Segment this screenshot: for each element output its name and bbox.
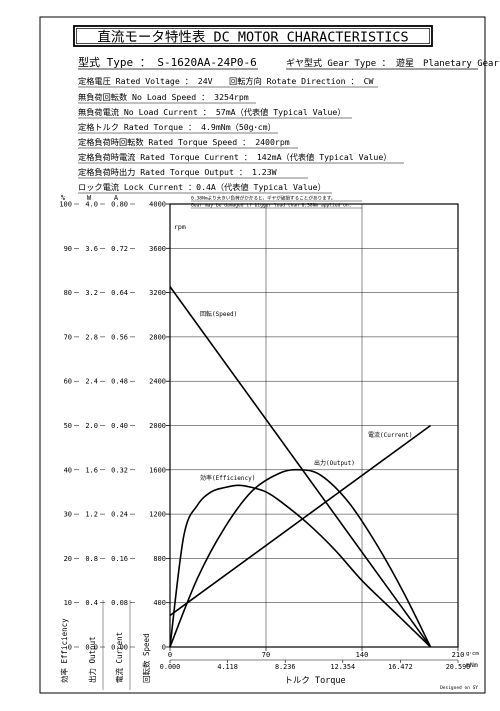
x-tick-label-mnm: 16.472	[388, 663, 413, 671]
spec-rated-torque-speed: 定格負荷時回転数 Rated Torque Speed ： 2400rpm	[78, 137, 290, 147]
current-tick-label: 0.72	[111, 245, 128, 253]
efficiency-tick-label: 20	[64, 555, 72, 563]
speed-tick-label: 1600	[149, 466, 166, 474]
speed-curve	[169, 286, 432, 648]
speed-curve-label: 回転(Speed)	[200, 310, 237, 318]
model-label: 型式 Type ： S-1620AA-24P0-6	[78, 55, 257, 69]
gear-type: ギヤ型式 Gear Type ： 遊星 Planetary Gear	[286, 57, 499, 69]
current-tick-label: 0.64	[111, 289, 128, 297]
title-box	[73, 25, 433, 47]
output-tick-label: 4.0	[85, 201, 98, 209]
x-tick-label-gcm: 140	[356, 651, 369, 659]
spec-rated-torque: 定格トルク Rated Torque ： 4.9mNm（50g･cm）	[78, 122, 276, 132]
current-curve	[169, 424, 432, 617]
output-tick-label: 3.6	[85, 245, 98, 253]
speed-tick-label: 400	[153, 599, 166, 607]
x-tick-label-mnm: 8.236	[275, 663, 295, 671]
x-tick-label-gcm: 70	[262, 651, 270, 659]
speed-tick-label: 800	[153, 555, 166, 563]
x-tick-label-mnm: 12.354	[331, 663, 356, 671]
efficiency-tick-label: 50	[64, 422, 72, 430]
output-curve-label: 出力(Output)	[314, 459, 355, 467]
speed-tick-label: 3200	[149, 289, 166, 297]
output-tick-label: 1.6	[85, 466, 98, 474]
current-unit: A	[114, 194, 119, 202]
y-axis-title-output: 出力 Output	[87, 636, 97, 683]
output-tick-label: 2.8	[85, 333, 98, 341]
current-tick-label: 0.24	[111, 511, 128, 519]
current-tick-label: 0.40	[111, 422, 128, 430]
output-tick-label: 3.2	[85, 289, 98, 297]
x-axis-title: トルク Torque	[284, 676, 345, 686]
efficiency-tick-label: 10	[64, 599, 72, 607]
x-tick-label-gcm: 210	[452, 651, 465, 659]
x-tick-label-mnm: 20.590	[446, 663, 471, 671]
efficiency-tick-label: 80	[64, 289, 72, 297]
efficiency-tick-label: 30	[64, 511, 72, 519]
output-tick-label: 0.0	[85, 644, 98, 652]
x-unit-mnm: mNm	[466, 661, 478, 669]
sheet-frame	[39, 16, 486, 694]
output-curve	[169, 468, 432, 648]
spec-no-load-current: 無負荷電流 No Load Current ： 57mA（代表値 Typical…	[78, 107, 346, 117]
spec-rated-torque-current: 定格負荷時電流 Rated Torque Current ： 142mA（代表値…	[78, 152, 391, 162]
spec-no-load-speed: 無負荷回転数 No Load Speed ： 3254rpm	[78, 92, 249, 102]
efficiency-curve-label: 効率(Efficiency)	[200, 474, 255, 482]
speed-tick-label: 1200	[149, 511, 166, 519]
speed-unit: rpm	[174, 223, 186, 231]
efficiency-tick-label: 40	[64, 466, 72, 474]
page-title: 直流モータ特性表 DC MOTOR CHARACTERISTICS	[97, 30, 408, 46]
curves	[169, 286, 432, 648]
current-tick-label: 0.32	[111, 466, 128, 474]
speed-tick-label: 3600	[149, 245, 166, 253]
x-tick-label-gcm: 0	[168, 651, 172, 659]
gear-warning-en: Gear may be damaged if bigger load than …	[191, 203, 351, 209]
efficiency-tick-label: 70	[64, 333, 72, 341]
curve-labels: 回転(Speed) 電流(Current) 出力(Output) 効率(Efficie…	[200, 310, 413, 482]
output-tick-label: 0.8	[85, 555, 98, 563]
speed-tick-label: 2800	[149, 333, 166, 341]
spec-rotate-direction: 回転方向 Rotate Direction ： CW	[229, 76, 374, 86]
speed-tick-label: 0	[162, 644, 166, 652]
current-tick-label: 0.56	[111, 333, 128, 341]
gear-warning-jp: 0.38Nmより大きい負荷がかかると、ギヤが破損することがあります。	[191, 195, 336, 202]
y-axis-title-speed: 回転数 Speed	[141, 633, 151, 683]
efficiency-tick-label: 90	[64, 245, 72, 253]
efficiency-tick-label: 60	[64, 378, 72, 386]
efficiency-curve	[169, 484, 432, 648]
output-tick-label: 2.4	[85, 378, 98, 386]
output-tick-label: 1.2	[85, 511, 98, 519]
efficiency-tick-label: 0	[68, 644, 72, 652]
speed-tick-label: 4000	[149, 201, 166, 209]
plot-grid	[170, 204, 458, 647]
speed-tick-label: 2400	[149, 378, 166, 386]
current-tick-label: 0.48	[111, 378, 128, 386]
output-tick-label: 2.0	[85, 422, 98, 430]
x-unit-gcm: g･cm	[466, 651, 479, 657]
y-axis-title-current: 電流 Current	[114, 632, 124, 683]
x-tick-label-mnm: 4.118	[217, 663, 237, 671]
output-unit: W	[87, 194, 92, 202]
spec-rated-torque-output: 定格負荷時出力 Rated Torque Output ： 1.23W	[78, 167, 277, 177]
current-tick-label: 0.80	[111, 201, 128, 209]
current-tick-label: 0.16	[111, 555, 128, 563]
x-tick-label-mnm: 0.000	[160, 663, 180, 671]
efficiency-unit: %	[61, 194, 66, 202]
x-axes: 0 70 140 210 0.000 4.118 8.236 12.354 16.472 20.5…	[160, 647, 471, 671]
efficiency-tick-label: 100	[59, 201, 72, 209]
output-tick-label: 0.4	[85, 599, 98, 607]
current-curve-label: 電流(Current)	[368, 431, 413, 439]
title-box-inner	[76, 28, 430, 44]
y-axis-title-efficiency: 効率 Efficiency	[59, 618, 69, 683]
speed-tick-label: 2000	[149, 422, 166, 430]
designed-note: Designed on SY	[440, 685, 478, 691]
current-tick-label: 0.00	[111, 644, 128, 652]
spec-rated-voltage: 定格電圧 Rated Voltage ： 24V	[78, 76, 213, 86]
spec-lock-current: ロック電流 Lock Current ：0.4A（代表値 Typical Val…	[78, 182, 326, 192]
current-tick-label: 0.08	[111, 599, 128, 607]
